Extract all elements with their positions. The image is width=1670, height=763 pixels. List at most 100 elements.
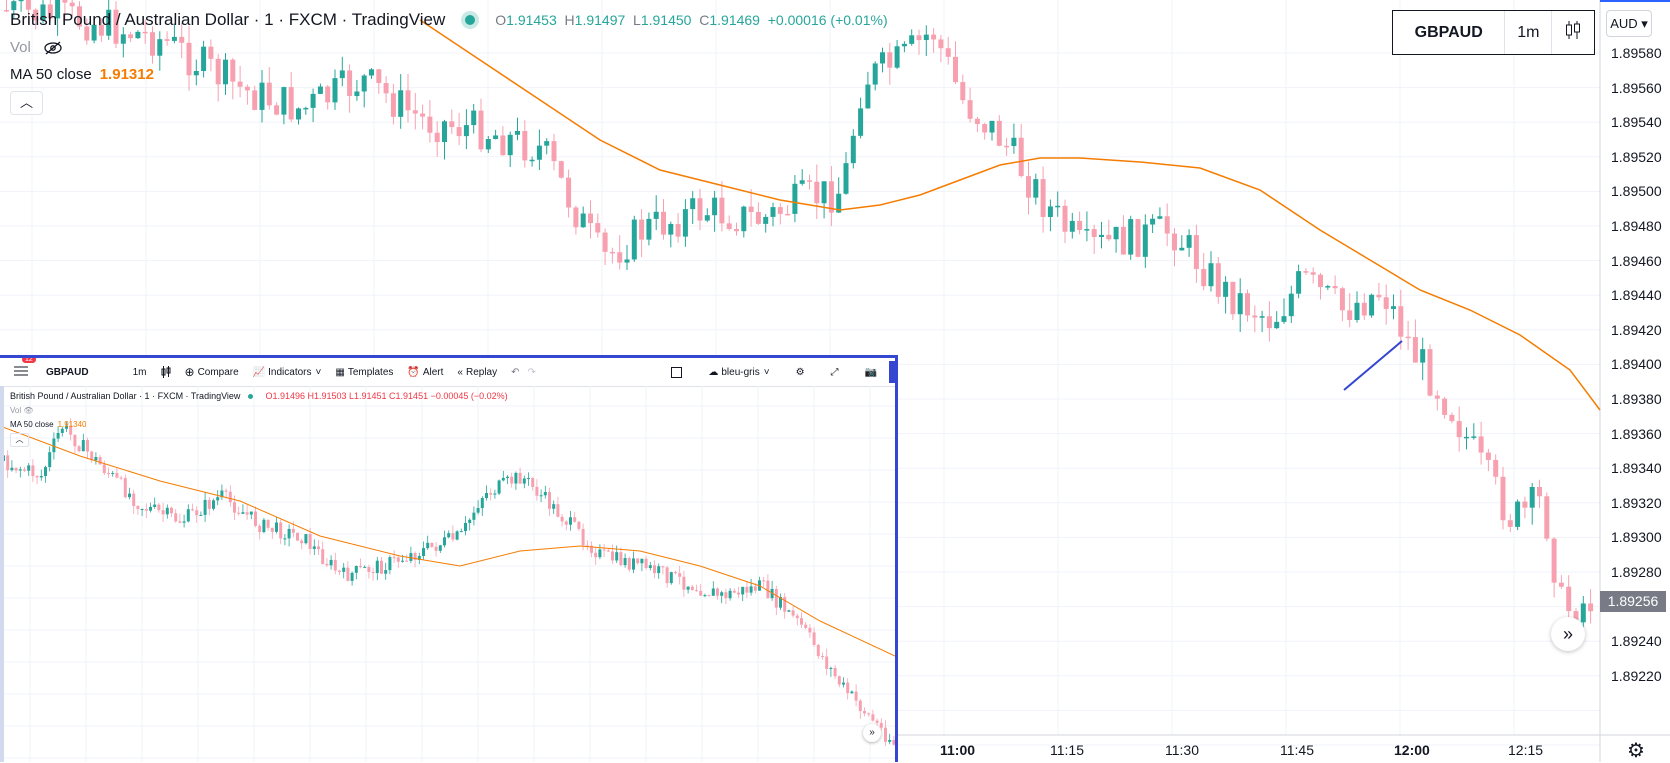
double-chevron-right-icon: » [1562,624,1573,644]
symbol-name[interactable]: GBPAUD [1393,11,1506,54]
inset-legend-title: British Pound / Australian Dollar · 1 · … [10,391,508,401]
candle-body [4,10,9,12]
candle-body [953,56,958,83]
inset-candle-body [111,472,115,474]
inset-ma-line [0,425,895,657]
candle-body [1558,582,1564,587]
candle-body [1573,611,1579,623]
inset-collapse-button[interactable]: ︿ [10,433,29,447]
inset-candle-body [707,595,711,597]
chevron-up-icon: ︿ [19,95,33,110]
templates-button[interactable]: ▦ Templates [335,366,394,378]
inset-scroll-to-realtime-button[interactable]: » [863,724,881,742]
ma-legend[interactable]: MA 50 close 1.91312 [10,66,154,83]
fullscreen-toggle-icon[interactable] [671,366,683,378]
candle-body [84,26,90,41]
inset-candle-body [581,528,585,546]
ma-50-line [419,19,1601,411]
inset-candle-body [48,452,52,468]
candle-body [1303,271,1309,273]
replay-button[interactable]: «Replay [457,366,498,378]
gear-icon[interactable]: ⚙ [1627,740,1645,762]
inset-candle-body [35,476,39,478]
camera-icon[interactable]: 📷 [864,366,877,378]
eye-crossed-icon[interactable] [43,41,63,55]
candle-body [1485,452,1491,460]
time-tick-label: 12:00 [1394,742,1430,758]
inset-candle-body [485,492,488,498]
candle-body [624,259,630,263]
candle-body [113,9,119,44]
inset-candle-body [178,521,182,523]
candle-style-icon[interactable] [1552,19,1594,46]
inset-candle-body [199,514,203,516]
symbol-interval-box[interactable]: GBPAUD 1m [1392,10,1595,55]
scroll-to-realtime-button[interactable]: » [1551,617,1585,651]
inset-candle-body [514,472,518,484]
inset-candle-body [644,558,648,569]
inset-candle-body [535,486,539,496]
candle-body [1391,306,1396,309]
inset-interval[interactable]: 1m [132,366,147,378]
inset-candle-body [615,552,619,561]
inset-toolbar: 12 GBPAUD 1m ⊕ Compare 📈 Indicators ˅ ▦ Temp… [0,358,895,387]
inset-candle-body [875,720,879,723]
inset-candle-body [611,551,614,561]
inset-candle-icon[interactable] [161,366,171,378]
inset-ma-legend[interactable]: MA 50 close 1.91340 [10,420,87,429]
candle-body [639,219,645,240]
inset-candle-body [543,492,547,496]
candle-body [1449,414,1455,422]
candle-body [1332,286,1338,289]
candle-body [485,139,491,150]
candle-body [1142,224,1148,257]
interval-label[interactable]: 1m [1505,11,1553,54]
inset-symbol-search[interactable]: GBPAUD [46,366,89,378]
chevron-down-icon: ˅ [763,366,770,378]
candle-body [347,70,353,97]
inset-candle-body [153,504,157,507]
expand-icon[interactable]: ⤢ [830,366,839,378]
currency-selector[interactable]: AUD ▾ [1606,10,1652,37]
candle-body [515,130,520,135]
inset-candle-body [228,491,232,503]
menu-icon[interactable]: 12 [14,358,36,380]
candle-body [1580,603,1586,623]
candle-body [1011,137,1017,147]
inset-candle-body [10,467,14,471]
inset-chart-window[interactable]: 12 GBPAUD 1m ⊕ Compare 📈 Indicators ˅ ▦ Temp… [0,355,898,762]
candle-body [186,42,192,76]
layout-selector[interactable]: ☁ bleu-gris ˅ [708,366,770,378]
inset-candle-body [699,590,703,596]
price-tick-label: 1.89340 [1611,460,1662,477]
inset-candle-body [342,567,346,572]
candle-body [777,207,783,214]
inset-volume-legend[interactable]: Vol 👁 [10,406,34,415]
inset-candle-body [808,627,812,633]
inset-candle-body [338,570,341,572]
candle-body [135,31,141,39]
candle-body [894,46,900,68]
settings-icon[interactable]: ⚙ [795,366,805,378]
last-price-label: 1.89256 [1600,591,1666,612]
undo-icon[interactable]: ↶ [511,366,520,378]
inset-chart-canvas[interactable] [0,386,895,762]
inset-candle-body [241,512,245,514]
market-status-icon [248,393,254,399]
compare-button[interactable]: ⊕ Compare [184,365,239,379]
redo-icon[interactable]: ↷ [527,366,536,378]
candle-body [1478,436,1484,453]
candle-body [1128,219,1134,255]
collapse-legend-button[interactable]: ︿ [10,91,43,115]
right-panel-tab[interactable] [889,361,895,383]
candle-body [865,84,871,109]
inset-candle-body [6,455,10,471]
volume-legend[interactable]: Vol [10,39,63,56]
alert-button[interactable]: ⏰ Alert [407,366,444,378]
indicators-button[interactable]: 📈 Indicators ˅ [252,366,322,378]
inset-candle-body [753,586,757,591]
inset-candle-body [123,478,127,498]
candle-body [1157,216,1163,219]
inset-candle-body [518,472,522,484]
candle-body [33,9,39,21]
